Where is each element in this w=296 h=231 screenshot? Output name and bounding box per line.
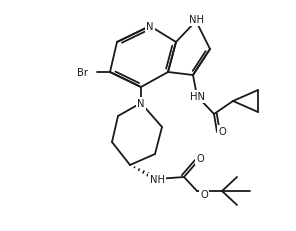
Text: N: N — [146, 22, 154, 32]
Text: HN: HN — [189, 92, 205, 102]
Text: Br: Br — [76, 68, 88, 78]
Text: O: O — [200, 189, 208, 199]
Text: NH: NH — [149, 174, 165, 184]
Text: N: N — [137, 99, 145, 109]
Text: O: O — [218, 126, 226, 137]
Text: NH: NH — [189, 15, 204, 25]
Text: O: O — [196, 153, 204, 163]
